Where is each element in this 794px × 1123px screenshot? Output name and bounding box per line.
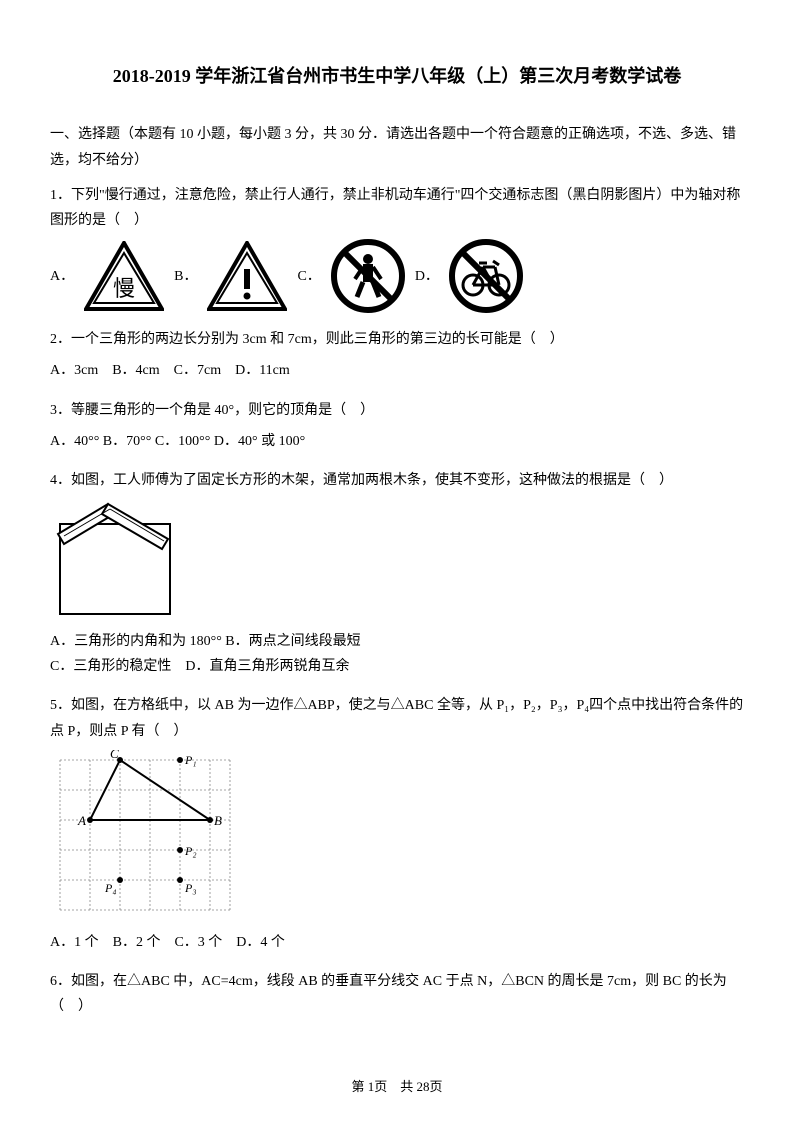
q3-text: 3．等腰三角形的一个角是 40°，则它的顶角是（ ） — [50, 398, 744, 423]
question-1: 1．下列"慢行通过，注意危险，禁止行人通行，禁止非机动车通行"四个交通标志图（黑… — [50, 183, 744, 313]
q2-text: 2．一个三角形的两边长分别为 3cm 和 7cm，则此三角形的第三边的长可能是（… — [50, 327, 744, 352]
question-3: 3．等腰三角形的一个角是 40°，则它的顶角是（ ） A．40°° B．70°°… — [50, 398, 744, 454]
sign-no-pedestrian-icon — [331, 239, 405, 313]
q1-options: A． 慢 B． C． — [50, 239, 744, 313]
question-2: 2．一个三角形的两边长分别为 3cm 和 7cm，则此三角形的第三边的长可能是（… — [50, 327, 744, 383]
q1-opt-d-label: D． — [415, 264, 439, 289]
svg-text:A: A — [77, 813, 86, 828]
sign-slow-icon: 慢 — [84, 241, 164, 311]
q4-options-2: C．三角形的稳定性 D．直角三角形两锐角互余 — [50, 654, 744, 679]
question-4: 4．如图，工人师傅为了固定长方形的木架，通常加两根木条，使其不变形，这种做法的根… — [50, 468, 744, 680]
svg-text:B: B — [214, 813, 222, 828]
svg-text:P₂: P₂ — [184, 844, 197, 858]
q6-text: 6．如图，在△ABC 中，AC=4cm，线段 AB 的垂直平分线交 AC 于点 … — [50, 969, 744, 1019]
q4-options-1: A．三角形的内角和为 180°° B．两点之间线段最短 — [50, 629, 744, 654]
svg-text:慢: 慢 — [113, 276, 135, 301]
q5-options: A．1 个 B．2 个 C．3 个 D．4 个 — [50, 930, 744, 955]
svg-text:P₃: P₃ — [184, 881, 197, 895]
page-footer: 第 1页 共 28页 — [0, 1075, 794, 1098]
q5-figure: A B C P₁ P₂ P₄ P₃ — [50, 750, 744, 920]
sign-no-bicycle-icon — [449, 239, 523, 313]
svg-text:P₄: P₄ — [104, 881, 117, 895]
question-5: 5．如图，在方格纸中，以 AB 为一边作△ABP，使之与△ABC 全等，从 P₁… — [50, 693, 744, 955]
q4-figure — [50, 499, 744, 619]
sign-warning-icon — [207, 241, 287, 311]
question-6: 6．如图，在△ABC 中，AC=4cm，线段 AB 的垂直平分线交 AC 于点 … — [50, 969, 744, 1019]
section-header: 一、选择题（本题有 10 小题，每小题 3 分，共 30 分．请选出各题中一个符… — [50, 122, 744, 172]
q1-text: 1．下列"慢行通过，注意危险，禁止行人通行，禁止非机动车通行"四个交通标志图（黑… — [50, 183, 744, 233]
page-title: 2018-2019 学年浙江省台州市书生中学八年级（上）第三次月考数学试卷 — [50, 60, 744, 92]
q1-opt-c-label: C． — [297, 264, 320, 289]
q1-opt-b-label: B． — [174, 264, 197, 289]
svg-text:P₁: P₁ — [184, 753, 197, 767]
q1-opt-a-label: A． — [50, 264, 74, 289]
q4-text: 4．如图，工人师傅为了固定长方形的木架，通常加两根木条，使其不变形，这种做法的根… — [50, 468, 744, 493]
q5-text: 5．如图，在方格纸中，以 AB 为一边作△ABP，使之与△ABC 全等，从 P₁… — [50, 693, 744, 743]
svg-text:C: C — [110, 750, 119, 761]
q2-options: A．3cm B．4cm C．7cm D．11cm — [50, 358, 744, 383]
q3-options: A．40°° B．70°° C．100°° D．40° 或 100° — [50, 429, 744, 454]
